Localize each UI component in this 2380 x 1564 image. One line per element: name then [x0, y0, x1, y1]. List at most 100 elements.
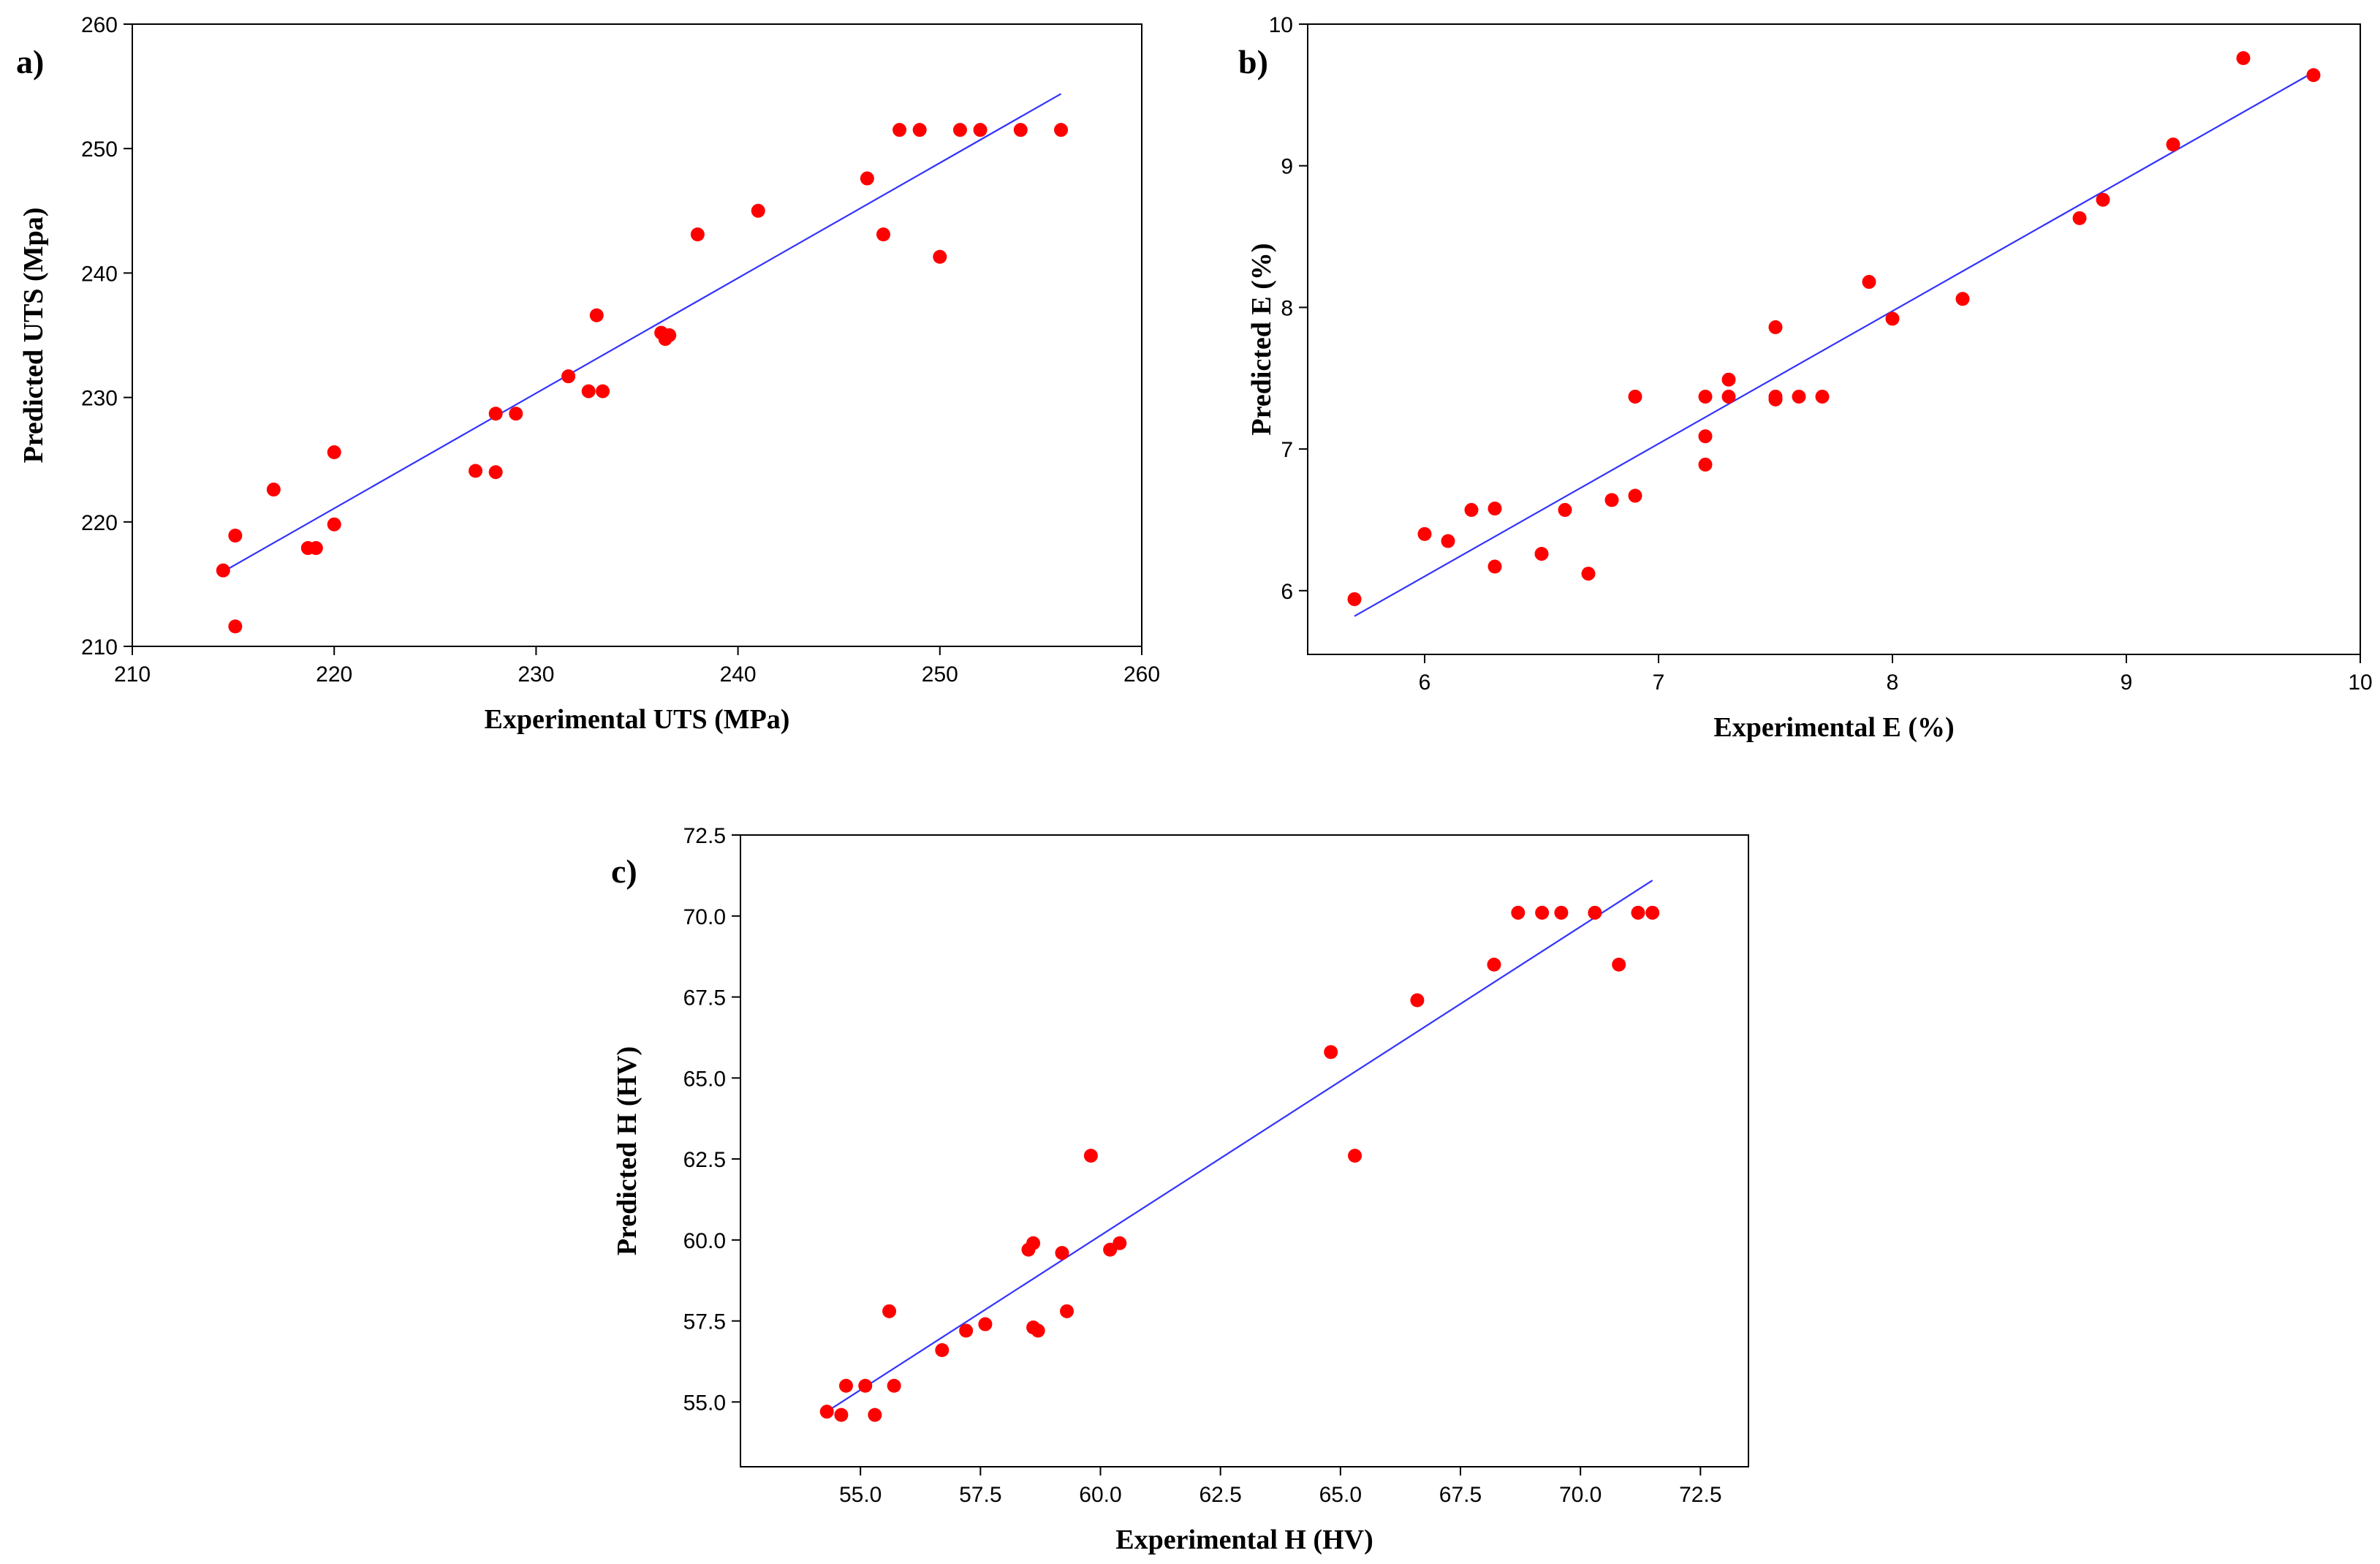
data-point — [1588, 905, 1602, 920]
x-tick-label: 210 — [114, 662, 151, 687]
data-point — [488, 407, 503, 421]
data-point — [933, 249, 947, 264]
data-point — [1487, 957, 1501, 972]
data-point — [589, 308, 604, 322]
data-point — [973, 123, 988, 137]
x-tick-label: 57.5 — [959, 1483, 1001, 1507]
panel-c: 55.0 57.5 60.0 62.5 65.0 67.5 70.0 72.5 55.0 57.5… — [611, 824, 1749, 1555]
y-tick-label: 57.5 — [683, 1310, 726, 1334]
data-point — [1721, 389, 1736, 404]
x-tick-label: 55.0 — [839, 1483, 882, 1507]
data-point — [1698, 457, 1713, 472]
fit-line — [1354, 71, 2314, 617]
data-point — [978, 1317, 993, 1331]
data-point — [838, 1378, 853, 1393]
x-tick-label: 240 — [720, 662, 757, 687]
y-tick-label: 6 — [1281, 580, 1293, 604]
x-tick-label: 220 — [316, 662, 352, 687]
data-point — [1113, 1236, 1127, 1250]
data-point — [1631, 905, 1645, 920]
data-point — [662, 328, 677, 342]
panel-b: 6 7 8 9 10 6 7 8 9 10 Experimental E (%) Predicted … — [1238, 13, 2373, 743]
data-point — [1055, 1246, 1069, 1261]
data-point — [2236, 50, 2251, 65]
data-point — [469, 464, 483, 478]
data-point — [1612, 957, 1626, 972]
x-tick-label: 60.0 — [1079, 1483, 1121, 1507]
x-axis-title: Experimental UTS (MPa) — [485, 704, 790, 735]
plot-frame — [1307, 23, 2361, 655]
data-point — [1558, 502, 1572, 517]
data-point — [935, 1342, 950, 1357]
y-axis-title: Predicted H (HV) — [612, 1046, 643, 1255]
data-point — [1862, 275, 1876, 290]
data-point — [1768, 320, 1783, 335]
data-point — [1417, 526, 1432, 541]
y-tick-label: 230 — [81, 387, 118, 411]
data-point — [488, 465, 503, 480]
data-point — [228, 529, 243, 543]
data-point — [1324, 1045, 1338, 1059]
data-point — [858, 1378, 873, 1393]
data-point — [1792, 389, 1806, 404]
data-point — [1511, 905, 1526, 920]
data-point — [1768, 392, 1783, 407]
data-point — [1698, 389, 1713, 404]
x-tick-label: 250 — [922, 662, 958, 687]
data-point — [1060, 1304, 1075, 1318]
y-tick-label: 67.5 — [683, 986, 726, 1010]
data-point — [1410, 993, 1425, 1008]
data-point — [892, 123, 907, 137]
data-point — [860, 171, 874, 186]
y-tick-label: 9 — [1281, 155, 1293, 179]
data-point — [882, 1304, 897, 1318]
x-tick-label: 62.5 — [1199, 1483, 1241, 1507]
data-point — [1721, 372, 1736, 387]
y-tick-label: 62.5 — [683, 1148, 726, 1172]
y-tick-label: 10 — [1269, 13, 1293, 37]
data-point — [2096, 192, 2110, 207]
data-point — [216, 563, 230, 578]
data-point — [1348, 1149, 1363, 1163]
data-point — [690, 227, 705, 242]
data-point — [1554, 905, 1569, 920]
x-tick-label: 7 — [1653, 670, 1665, 695]
data-point — [887, 1378, 901, 1393]
data-point — [1031, 1323, 1045, 1338]
data-point — [959, 1323, 974, 1338]
data-point — [2166, 137, 2180, 152]
y-tick-label: 260 — [81, 13, 118, 37]
x-tick-label: 6 — [1419, 670, 1431, 695]
data-point — [819, 1405, 834, 1419]
x-tick-label: 67.5 — [1439, 1483, 1482, 1507]
x-tick-label: 72.5 — [1679, 1483, 1721, 1507]
y-tick-label: 250 — [81, 137, 118, 162]
data-point — [1488, 559, 1502, 574]
data-point — [1026, 1236, 1041, 1250]
data-point — [876, 227, 890, 242]
x-tick-label: 70.0 — [1559, 1483, 1602, 1507]
y-tick-label: 70.0 — [683, 905, 726, 929]
data-point — [308, 541, 323, 556]
data-point — [327, 445, 341, 459]
data-point — [327, 517, 341, 532]
data-point — [2306, 68, 2321, 83]
x-tick-label: 8 — [1887, 670, 1899, 695]
data-point — [1534, 546, 1549, 561]
y-tick-label: 72.5 — [683, 824, 726, 848]
data-point — [581, 384, 596, 398]
data-point — [561, 369, 576, 384]
x-tick-label: 9 — [2121, 670, 2133, 695]
x-axis-title: Experimental H (HV) — [1115, 1525, 1373, 1555]
data-point — [1054, 123, 1069, 137]
data-point — [834, 1408, 849, 1422]
data-point — [1604, 493, 1619, 507]
y-tick-label: 65.0 — [683, 1067, 726, 1091]
data-point — [509, 407, 523, 421]
data-point — [266, 483, 281, 497]
data-point — [1083, 1149, 1098, 1163]
data-point — [2072, 211, 2087, 225]
panel-label: b) — [1238, 43, 1268, 80]
data-point — [1013, 123, 1028, 137]
y-tick-label: 240 — [81, 262, 118, 286]
